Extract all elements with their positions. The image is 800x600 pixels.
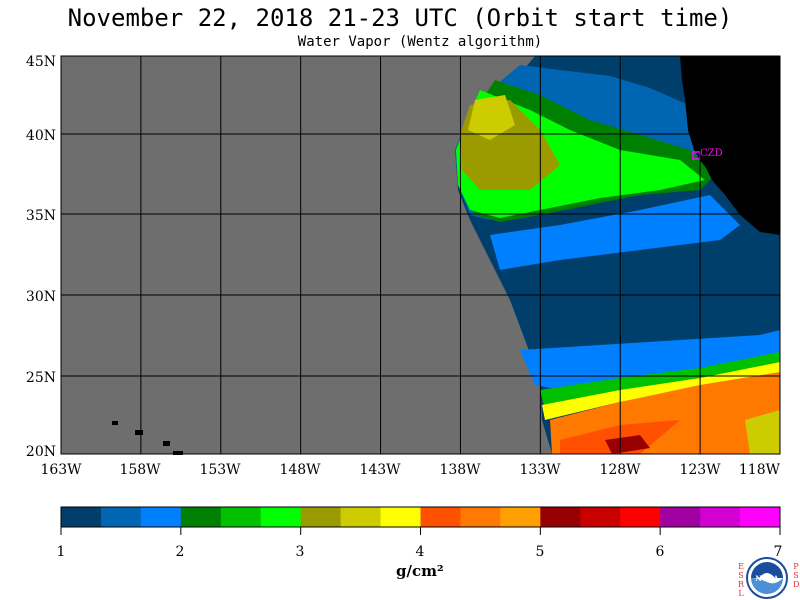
lat-label: 30N [26,289,56,305]
swath-band-dark-red [605,435,650,454]
colorbar-tick-label: 4 [416,544,425,560]
colorbar-swatch [660,507,701,527]
station-label: CZD [700,148,723,159]
map-plot-area: CZD [60,55,781,455]
lon-label: 153W [199,462,241,478]
map-subtitle: Water Vapor (Wentz algorithm) [297,34,543,50]
colorbar-tick-label: 5 [536,544,545,560]
lat-label: 40N [26,128,56,144]
hawaii-islands [112,421,183,455]
colorbar-swatch [460,507,501,527]
swath-band-light-blue-south [520,330,780,390]
colorbar-swatch [420,507,461,527]
lat-lon-grid [61,56,780,454]
map-title: November 22, 2018 21-23 UTC (Orbit start… [67,4,733,32]
colorbar-swatch [380,507,421,527]
satellite-swath [61,56,780,454]
colorbar-tick-label: 6 [656,544,665,560]
colorbar-tick-label: 7 [774,544,783,560]
colorbar-swatch [300,507,342,527]
colorbar-tick-label: 2 [176,544,185,560]
colorbar-tick-label: 3 [296,544,305,560]
lon-label: 123W [679,462,721,478]
colorbar-swatch [540,507,581,527]
colorbar-unit-label: g/cm² [396,562,444,580]
noaa-logo: NOAA [746,557,788,599]
lon-label: 163W [40,462,82,478]
lon-label: 128W [599,462,641,478]
colorbar-swatch [220,507,262,527]
lon-label: 148W [279,462,321,478]
colorbar-swatch [620,507,661,527]
noaa-emblem-text: NOAA [755,574,779,583]
colorbar-tick-labels: 1 2 3 4 5 6 7 [57,544,783,560]
lat-label: 35N [26,208,56,224]
swath-band-yellow-olive [468,95,515,140]
lat-label: 45N [26,54,56,70]
swath-band-yellow-edge [745,410,780,454]
colorbar-swatch [500,507,541,527]
latitude-labels: 45N 40N 35N 30N 25N 20N [26,54,56,460]
island-oahu [135,430,143,435]
lon-label: 133W [519,462,561,478]
lon-label: 118W [739,462,781,478]
lon-label: 138W [439,462,481,478]
colorbar-swatch [61,507,102,527]
colorbar-swatch [740,507,781,527]
colorbar-swatch [260,507,302,527]
colorbar-swatch [580,507,621,527]
land-california [680,56,780,235]
colorbar-swatch [180,507,222,527]
colorbar-swatch [700,507,741,527]
lon-label: 143W [359,462,401,478]
island-kauai [112,421,118,425]
lat-label: 20N [26,444,56,460]
island-maui [163,441,170,446]
longitude-labels: 163W 158W 153W 148W 143W 138W 133W 128W … [40,462,780,478]
lon-label: 158W [119,462,161,478]
colorbar-swatch [340,507,382,527]
colorbar-swatch [100,507,142,527]
colorbar [60,506,781,535]
lat-label: 25N [26,370,56,386]
colorbar-swatch [140,507,182,527]
colorbar-tick-label: 1 [57,544,66,560]
island-hawaii [173,451,183,455]
map-frame [60,55,781,455]
